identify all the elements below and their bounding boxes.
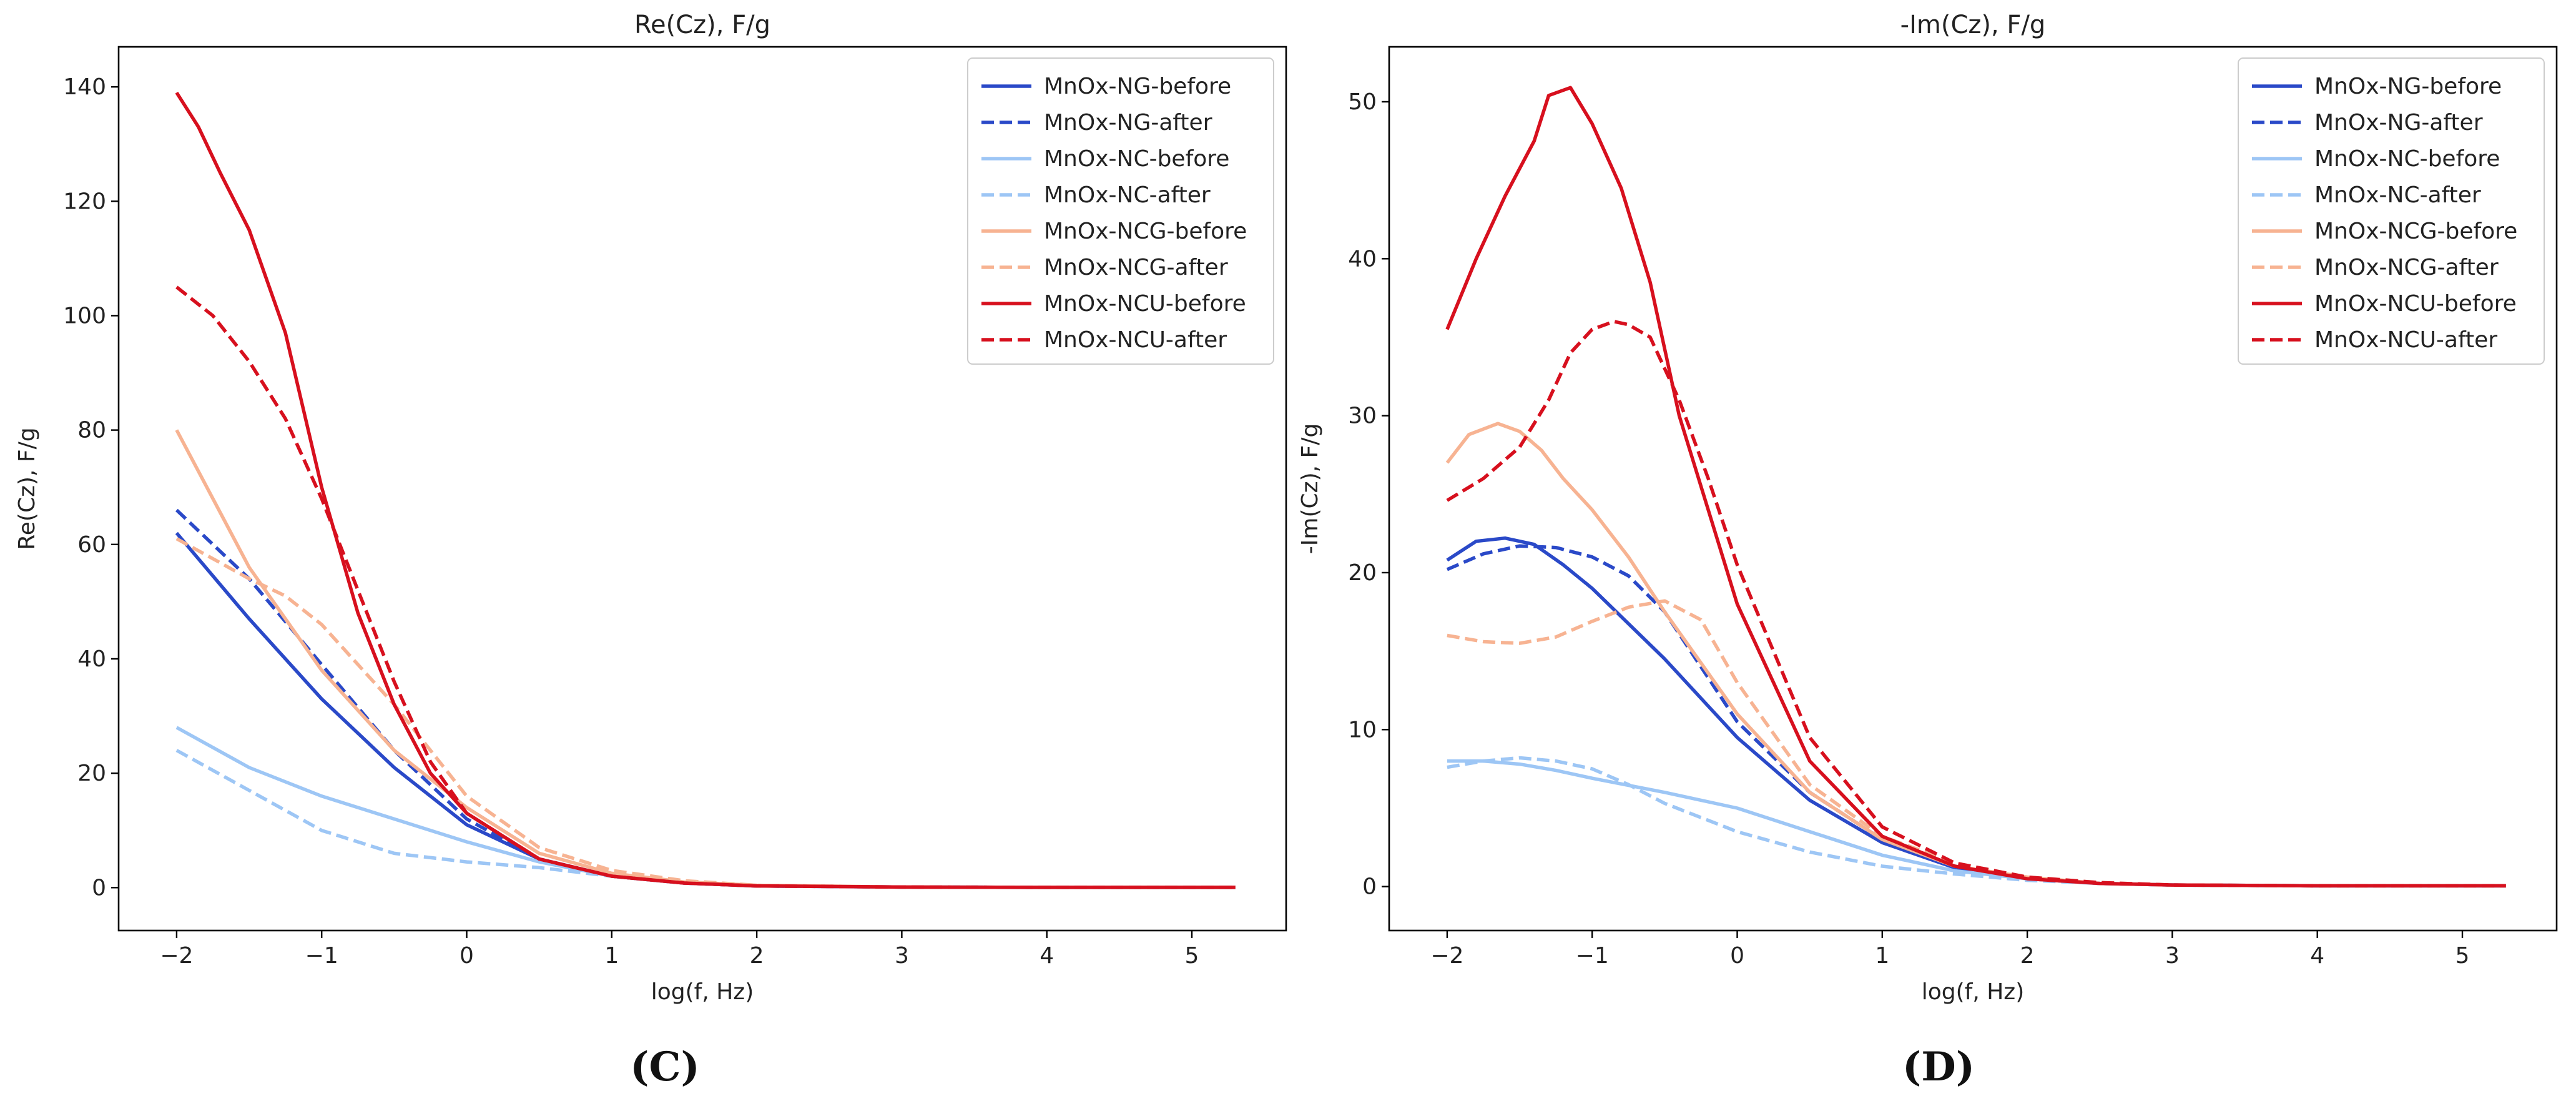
y-axis-label: -Im(Cz), F/g bbox=[1297, 423, 1323, 554]
y-axis-label: Re(Cz), F/g bbox=[14, 427, 40, 550]
series-line-mnox-ncu-after bbox=[1446, 320, 2506, 888]
y-tick-label: 40 bbox=[1348, 246, 1377, 272]
legend: MnOx-NG-before MnOx-NG-after MnOx-NC-befor… bbox=[967, 57, 1274, 365]
legend-label: MnOx-NG-after bbox=[2314, 110, 2483, 136]
y-tick-label: 20 bbox=[77, 761, 106, 786]
x-tick-label: 4 bbox=[1040, 943, 1054, 969]
x-tick-label: 1 bbox=[604, 943, 619, 969]
legend-label: MnOx-NG-before bbox=[1044, 74, 1231, 99]
series-line-mnox-ncg-before bbox=[175, 429, 1236, 889]
chart-title: -Im(Cz), F/g bbox=[1900, 11, 2046, 39]
x-tick-label: 1 bbox=[1875, 943, 1889, 969]
y-tick-label: 60 bbox=[77, 532, 106, 558]
x-tick-label: 0 bbox=[1730, 943, 1744, 969]
legend-label: MnOx-NCU-after bbox=[1044, 327, 1227, 353]
y-tick-label: 30 bbox=[1348, 403, 1377, 429]
legend-label: MnOx-NCU-before bbox=[2314, 291, 2517, 317]
y-tick-label: 140 bbox=[63, 74, 106, 100]
x-tick-label: 3 bbox=[895, 943, 909, 969]
x-axis-label: log(f, Hz) bbox=[1922, 979, 2025, 1005]
series-group bbox=[175, 91, 1236, 889]
chart-title: Re(Cz), F/g bbox=[634, 11, 770, 39]
legend-label: MnOx-NC-after bbox=[1044, 182, 1211, 208]
panel-label: (D) bbox=[1902, 1044, 1975, 1090]
series-line-mnox-ng-before bbox=[175, 531, 1236, 889]
y-tick-label: 120 bbox=[63, 189, 106, 214]
x-tick-label: 2 bbox=[750, 943, 764, 969]
y-tick-label: 80 bbox=[77, 418, 106, 443]
legend-label: MnOx-NCG-before bbox=[1044, 219, 1247, 244]
x-axis-label: log(f, Hz) bbox=[651, 979, 754, 1005]
legend-label: MnOx-NC-after bbox=[2314, 182, 2481, 208]
series-line-mnox-ncg-after bbox=[175, 537, 1236, 889]
y-tick-label: 0 bbox=[92, 875, 106, 901]
series-line-mnox-nc-after bbox=[175, 749, 1236, 889]
chart-panel-c: Re(Cz), F/g −2 −1 0 1 2 3 4 5 0 20 40 60 80 100 120 140 l… bbox=[14, 11, 1287, 1090]
y-tick-label: 40 bbox=[77, 646, 106, 672]
legend-label: MnOx-NG-after bbox=[1044, 110, 1212, 136]
legend-label: MnOx-NCU-before bbox=[1044, 291, 1246, 317]
legend-box bbox=[2238, 57, 2545, 365]
x-tick-label: 0 bbox=[460, 943, 474, 969]
panel-label: (C) bbox=[630, 1044, 700, 1090]
y-tick-label: 50 bbox=[1348, 89, 1377, 115]
legend-label: MnOx-NC-before bbox=[1044, 146, 1229, 172]
series-line-mnox-ng-after bbox=[175, 508, 1236, 889]
legend: MnOx-NG-before MnOx-NG-after MnOx-NC-befor… bbox=[2238, 57, 2545, 365]
series-line-mnox-ncg-after bbox=[1447, 599, 2506, 888]
y-tick-label: 10 bbox=[1348, 717, 1377, 743]
x-tick-label: 4 bbox=[2310, 943, 2324, 969]
legend-label: MnOx-NCG-after bbox=[1044, 255, 1228, 280]
y-tick-label: 0 bbox=[1362, 874, 1377, 900]
y-tick-label: 20 bbox=[1348, 560, 1377, 586]
legend-label: MnOx-NCU-after bbox=[2314, 327, 2497, 353]
series-line-mnox-nc-before bbox=[175, 726, 1236, 889]
series-line-mnox-ncg-before bbox=[1445, 422, 2506, 888]
x-tick-label: −2 bbox=[160, 943, 193, 969]
y-tick-label: 100 bbox=[63, 303, 106, 328]
legend-box bbox=[967, 57, 1274, 365]
x-tick-label: −1 bbox=[1576, 943, 1609, 969]
x-tick-label: 3 bbox=[2165, 943, 2180, 969]
x-tick-label: 2 bbox=[2020, 943, 2035, 969]
x-tick-label: 5 bbox=[2456, 943, 2470, 969]
x-tick-label: −1 bbox=[305, 943, 338, 969]
legend-label: MnOx-NCG-before bbox=[2314, 219, 2517, 244]
series-group bbox=[1445, 86, 2506, 888]
series-line-mnox-ng-before bbox=[1446, 536, 2506, 888]
series-line-mnox-ncu-after bbox=[175, 285, 1236, 889]
legend-label: MnOx-NCG-after bbox=[2314, 255, 2499, 280]
x-tick-label: 5 bbox=[1185, 943, 1199, 969]
plot-frame bbox=[1388, 46, 2558, 932]
series-line-mnox-ng-after bbox=[1446, 544, 2506, 888]
legend-label: MnOx-NC-before bbox=[2314, 146, 2500, 172]
legend-label: MnOx-NG-before bbox=[2314, 74, 2502, 99]
plot-frame bbox=[117, 46, 1287, 932]
x-tick-label: −2 bbox=[1430, 943, 1463, 969]
chart-panel-d: -Im(Cz), F/g−2 −1 0 1 2 3 4 501020304050log(f, … bbox=[1297, 11, 2558, 1090]
